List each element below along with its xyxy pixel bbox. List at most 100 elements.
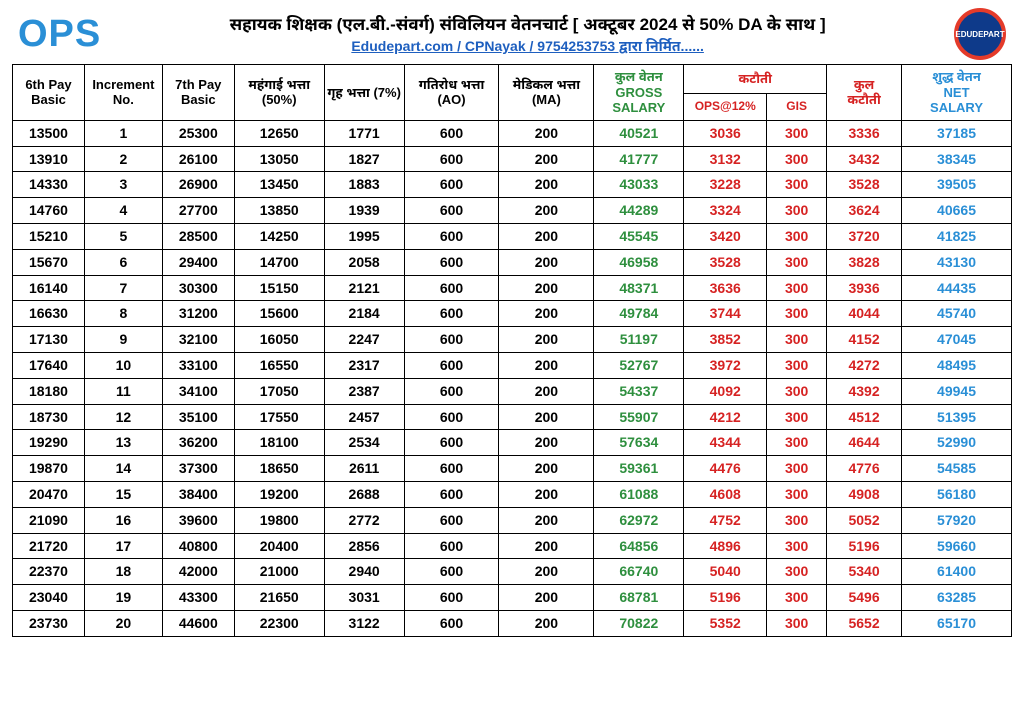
cell: 5352 (684, 610, 767, 636)
cell: 10 (84, 352, 162, 378)
cell: 200 (499, 507, 594, 533)
table-row: 1663083120015600218460020049784374430040… (13, 301, 1012, 327)
cell: 27700 (162, 198, 234, 224)
cell: 600 (404, 559, 499, 585)
cell: 200 (499, 275, 594, 301)
cell: 200 (499, 585, 594, 611)
cell: 4092 (684, 378, 767, 404)
cell: 2387 (324, 378, 404, 404)
cell: 41825 (902, 223, 1012, 249)
col-ops12: OPS@12% (684, 93, 767, 120)
cell: 2611 (324, 456, 404, 482)
cell: 14330 (13, 172, 85, 198)
cell: 63285 (902, 585, 1012, 611)
cell: 59660 (902, 533, 1012, 559)
table-row: 1433032690013450188360020043033322830035… (13, 172, 1012, 198)
col-da: महंगाई भत्ता (50%) (234, 65, 324, 121)
cell: 17050 (234, 378, 324, 404)
cell: 26900 (162, 172, 234, 198)
cell: 3 (84, 172, 162, 198)
cell: 21000 (234, 559, 324, 585)
cell: 19200 (234, 481, 324, 507)
cell: 3228 (684, 172, 767, 198)
cell: 45740 (902, 301, 1012, 327)
table-row: 1929013362001810025346002005763443443004… (13, 430, 1012, 456)
cell: 600 (404, 146, 499, 172)
cell: 8 (84, 301, 162, 327)
cell: 300 (767, 172, 827, 198)
cell: 4752 (684, 507, 767, 533)
cell: 66740 (594, 559, 684, 585)
cell: 31200 (162, 301, 234, 327)
cell: 14760 (13, 198, 85, 224)
cell: 4392 (827, 378, 902, 404)
cell: 37300 (162, 456, 234, 482)
cell: 18650 (234, 456, 324, 482)
ops-logo: OPS (18, 15, 101, 53)
cell: 4512 (827, 404, 902, 430)
cell: 2940 (324, 559, 404, 585)
cell: 55907 (594, 404, 684, 430)
cell: 1827 (324, 146, 404, 172)
cell: 300 (767, 456, 827, 482)
cell: 54337 (594, 378, 684, 404)
cell: 38400 (162, 481, 234, 507)
title-block: सहायक शिक्षक (एल.बी.-संवर्ग) संविलियन वे… (101, 12, 954, 56)
cell: 600 (404, 352, 499, 378)
cell: 300 (767, 533, 827, 559)
page-header: OPS सहायक शिक्षक (एल.बी.-संवर्ग) संविलिय… (12, 8, 1012, 64)
col-gross: कुल वेतन GROSS SALARY (594, 65, 684, 121)
cell: 62972 (594, 507, 684, 533)
cell: 26100 (162, 146, 234, 172)
cell: 4908 (827, 481, 902, 507)
col-total-deduction: कुल कटौती (827, 65, 902, 121)
cell: 3420 (684, 223, 767, 249)
cell: 300 (767, 120, 827, 146)
cell: 2457 (324, 404, 404, 430)
cell: 1771 (324, 120, 404, 146)
col-deduction-group: कटौती (684, 65, 827, 94)
cell: 15210 (13, 223, 85, 249)
cell: 300 (767, 301, 827, 327)
cell: 2058 (324, 249, 404, 275)
cell: 600 (404, 610, 499, 636)
cell: 43300 (162, 585, 234, 611)
cell: 5052 (827, 507, 902, 533)
cell: 16140 (13, 275, 85, 301)
cell: 300 (767, 610, 827, 636)
table-row: 1818011341001705023876002005433740923004… (13, 378, 1012, 404)
cell: 65170 (902, 610, 1012, 636)
cell: 39600 (162, 507, 234, 533)
table-body: 1350012530012650177160020040521303630033… (13, 120, 1012, 636)
cell: 59361 (594, 456, 684, 482)
cell: 23040 (13, 585, 85, 611)
cell: 2184 (324, 301, 404, 327)
cell: 12650 (234, 120, 324, 146)
cell: 5652 (827, 610, 902, 636)
cell: 57634 (594, 430, 684, 456)
col-net: शुद्ध वेतन NET SALARY (902, 65, 1012, 121)
cell: 47045 (902, 327, 1012, 353)
cell: 3828 (827, 249, 902, 275)
cell: 4152 (827, 327, 902, 353)
cell: 4272 (827, 352, 902, 378)
cell: 600 (404, 456, 499, 482)
cell: 4212 (684, 404, 767, 430)
cell: 2688 (324, 481, 404, 507)
cell: 7 (84, 275, 162, 301)
cell: 34100 (162, 378, 234, 404)
cell: 300 (767, 585, 827, 611)
cell: 200 (499, 430, 594, 456)
cell: 17130 (13, 327, 85, 353)
cell: 600 (404, 301, 499, 327)
cell: 3636 (684, 275, 767, 301)
cell: 200 (499, 198, 594, 224)
cell: 2534 (324, 430, 404, 456)
cell: 56180 (902, 481, 1012, 507)
cell: 600 (404, 481, 499, 507)
cell: 4 (84, 198, 162, 224)
cell: 38345 (902, 146, 1012, 172)
cell: 5196 (684, 585, 767, 611)
cell: 44435 (902, 275, 1012, 301)
cell: 200 (499, 146, 594, 172)
